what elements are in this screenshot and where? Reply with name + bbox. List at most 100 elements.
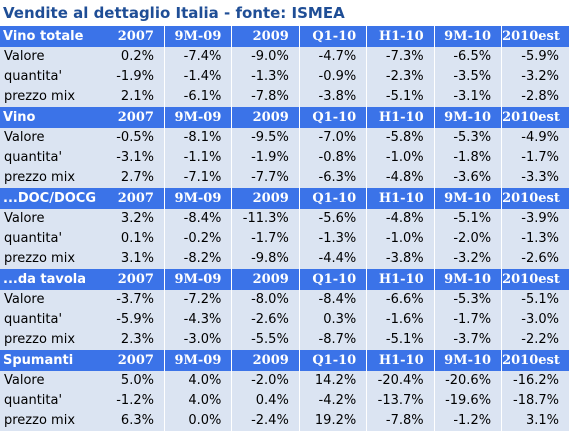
value-cell[interactable]: -8.4%	[299, 290, 367, 310]
column-header[interactable]: 2007	[97, 188, 165, 209]
value-cell[interactable]: -3.8%	[366, 249, 435, 269]
value-cell[interactable]: -0.8%	[299, 148, 367, 168]
column-header[interactable]: 2010est	[501, 26, 569, 47]
value-cell[interactable]: -1.7%	[231, 229, 300, 249]
value-cell[interactable]: -11.3%	[231, 209, 300, 229]
value-cell[interactable]: -8.1%	[164, 128, 232, 148]
column-header[interactable]: 2007	[97, 269, 165, 290]
value-cell[interactable]: -0.2%	[164, 229, 232, 249]
value-cell[interactable]: -8.0%	[231, 290, 300, 310]
row-label[interactable]: prezzo mix	[0, 249, 98, 269]
value-cell[interactable]: 3.1%	[501, 411, 569, 431]
value-cell[interactable]: -9.5%	[231, 128, 300, 148]
section-title[interactable]: Spumanti	[0, 350, 98, 371]
value-cell[interactable]: -4.8%	[366, 209, 435, 229]
value-cell[interactable]: -7.2%	[164, 290, 232, 310]
value-cell[interactable]: -4.3%	[164, 310, 232, 330]
value-cell[interactable]: -5.3%	[434, 290, 502, 310]
value-cell[interactable]: -9.0%	[231, 47, 300, 67]
value-cell[interactable]: -6.3%	[299, 168, 367, 188]
value-cell[interactable]: -7.0%	[299, 128, 367, 148]
value-cell[interactable]: -4.9%	[501, 128, 569, 148]
value-cell[interactable]: -1.2%	[97, 391, 165, 411]
value-cell[interactable]: -16.2%	[501, 371, 569, 391]
value-cell[interactable]: -6.1%	[164, 87, 232, 107]
column-header[interactable]: H1-10	[366, 269, 435, 290]
value-cell[interactable]: -5.5%	[231, 330, 300, 350]
value-cell[interactable]: -7.1%	[164, 168, 232, 188]
column-header[interactable]: Q1-10	[299, 269, 367, 290]
value-cell[interactable]: 14.2%	[299, 371, 367, 391]
column-header[interactable]: 2009	[231, 188, 300, 209]
row-label[interactable]: prezzo mix	[0, 87, 98, 107]
value-cell[interactable]: 3.1%	[97, 249, 165, 269]
value-cell[interactable]: -1.1%	[164, 148, 232, 168]
row-label[interactable]: quantita'	[0, 391, 98, 411]
value-cell[interactable]: -1.4%	[164, 67, 232, 87]
value-cell[interactable]: -1.9%	[231, 148, 300, 168]
column-header[interactable]: 2009	[231, 269, 300, 290]
column-header[interactable]: 9M-10	[434, 107, 502, 128]
value-cell[interactable]: -1.7%	[434, 310, 502, 330]
value-cell[interactable]: -6.6%	[366, 290, 435, 310]
row-label[interactable]: prezzo mix	[0, 330, 98, 350]
column-header[interactable]: 2010est	[501, 107, 569, 128]
value-cell[interactable]: -7.4%	[164, 47, 232, 67]
value-cell[interactable]: -2.2%	[501, 330, 569, 350]
value-cell[interactable]: -1.8%	[434, 148, 502, 168]
value-cell[interactable]: -4.4%	[299, 249, 367, 269]
value-cell[interactable]: -4.2%	[299, 391, 367, 411]
column-header[interactable]: 9M-09	[164, 107, 232, 128]
column-header[interactable]: 2007	[97, 350, 165, 371]
value-cell[interactable]: -5.1%	[501, 290, 569, 310]
value-cell[interactable]: -2.8%	[501, 87, 569, 107]
value-cell[interactable]: -0.5%	[97, 128, 165, 148]
value-cell[interactable]: 0.4%	[231, 391, 300, 411]
column-header[interactable]: Q1-10	[299, 26, 367, 47]
value-cell[interactable]: -2.6%	[231, 310, 300, 330]
value-cell[interactable]: -3.1%	[97, 148, 165, 168]
row-label[interactable]: quantita'	[0, 67, 98, 87]
value-cell[interactable]: -7.8%	[366, 411, 435, 431]
value-cell[interactable]: -3.7%	[434, 330, 502, 350]
value-cell[interactable]: 0.0%	[164, 411, 232, 431]
value-cell[interactable]: -1.0%	[366, 229, 435, 249]
column-header[interactable]: 9M-10	[434, 188, 502, 209]
column-header[interactable]: H1-10	[366, 26, 435, 47]
value-cell[interactable]: -8.4%	[164, 209, 232, 229]
value-cell[interactable]: -2.6%	[501, 249, 569, 269]
column-header[interactable]: Q1-10	[299, 107, 367, 128]
value-cell[interactable]: -1.9%	[97, 67, 165, 87]
value-cell[interactable]: -5.3%	[434, 128, 502, 148]
value-cell[interactable]: -5.6%	[299, 209, 367, 229]
value-cell[interactable]: -20.4%	[366, 371, 435, 391]
value-cell[interactable]: -5.1%	[366, 87, 435, 107]
column-header[interactable]: H1-10	[366, 107, 435, 128]
column-header[interactable]: H1-10	[366, 350, 435, 371]
value-cell[interactable]: -2.0%	[231, 371, 300, 391]
column-header[interactable]: 9M-10	[434, 269, 502, 290]
value-cell[interactable]: -1.3%	[501, 229, 569, 249]
column-header[interactable]: 2009	[231, 26, 300, 47]
value-cell[interactable]: 2.7%	[97, 168, 165, 188]
value-cell[interactable]: -3.3%	[501, 168, 569, 188]
value-cell[interactable]: -3.2%	[434, 249, 502, 269]
row-label[interactable]: quantita'	[0, 310, 98, 330]
value-cell[interactable]: -3.0%	[501, 310, 569, 330]
value-cell[interactable]: -5.9%	[97, 310, 165, 330]
value-cell[interactable]: -13.7%	[366, 391, 435, 411]
value-cell[interactable]: -4.7%	[299, 47, 367, 67]
value-cell[interactable]: -3.5%	[434, 67, 502, 87]
section-title[interactable]: ...DOC/DOCG	[0, 188, 98, 209]
row-label[interactable]: prezzo mix	[0, 168, 98, 188]
section-title[interactable]: Vino	[0, 107, 98, 128]
value-cell[interactable]: -3.0%	[164, 330, 232, 350]
value-cell[interactable]: -1.0%	[366, 148, 435, 168]
column-header[interactable]: 9M-09	[164, 188, 232, 209]
column-header[interactable]: 2010est	[501, 188, 569, 209]
column-header[interactable]: 9M-09	[164, 269, 232, 290]
value-cell[interactable]: -7.3%	[366, 47, 435, 67]
value-cell[interactable]: 6.3%	[97, 411, 165, 431]
value-cell[interactable]: -18.7%	[501, 391, 569, 411]
value-cell[interactable]: 4.0%	[164, 371, 232, 391]
